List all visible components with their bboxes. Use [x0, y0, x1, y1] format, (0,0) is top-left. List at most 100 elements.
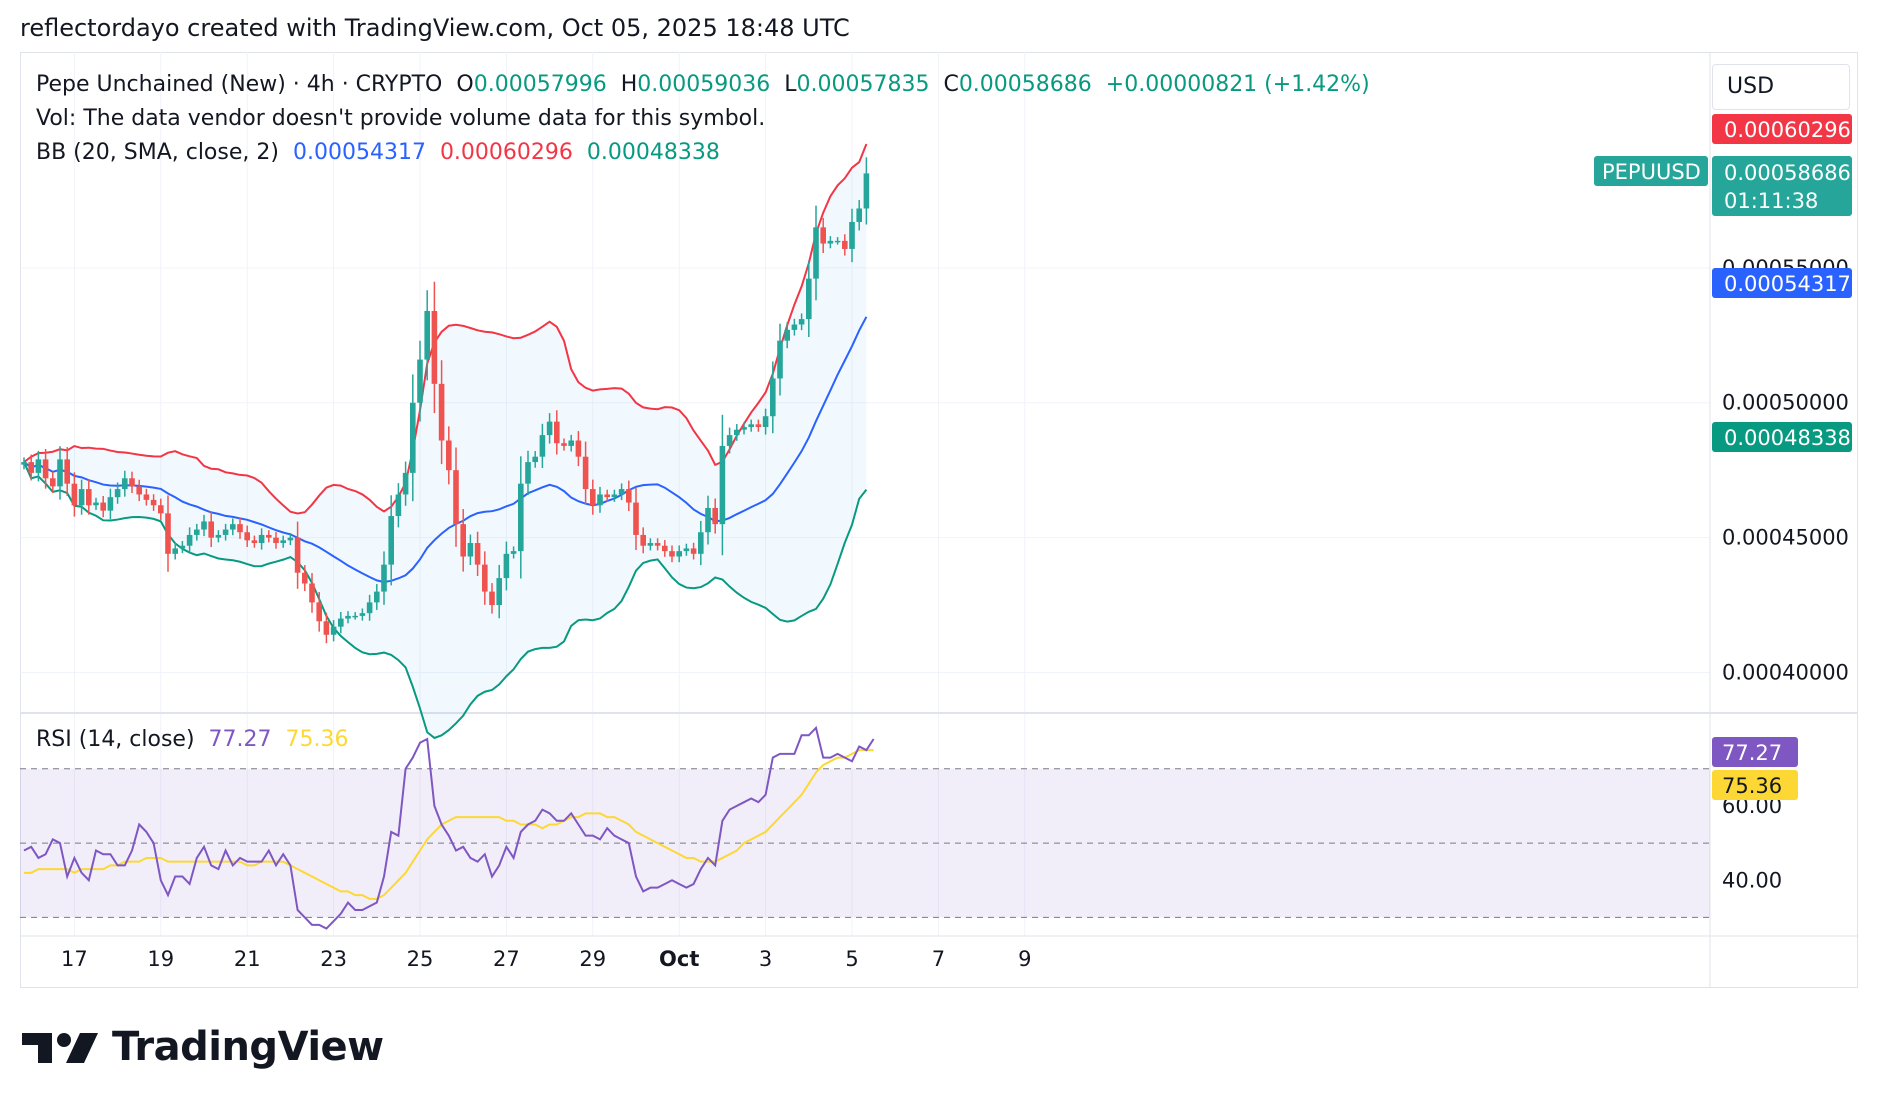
candle-body: [669, 551, 675, 557]
candle-body: [755, 424, 762, 428]
candle-body: [734, 429, 740, 436]
candle-body: [194, 529, 200, 535]
bb-upper-badge-bg: [1712, 114, 1852, 144]
tradingview-logo: TradingView: [22, 1024, 384, 1070]
candle-body: [86, 489, 92, 506]
time-tick-label: 7: [932, 947, 945, 971]
candle-body: [100, 502, 106, 511]
bb-upper-line: [23, 143, 868, 515]
change-value: +0.00000821 (+1.42%): [1105, 72, 1370, 97]
candle-body: [438, 383, 445, 441]
candle-body: [705, 507, 711, 533]
candle-body: [748, 424, 754, 428]
grid-lines: [20, 52, 1858, 988]
candle-body: [546, 421, 553, 436]
candle-body: [35, 459, 42, 473]
low-value: 0.00057835: [796, 72, 930, 97]
candle-body: [842, 240, 848, 249]
candle-body: [57, 459, 63, 487]
candle-body: [107, 497, 114, 511]
time-tick-label: 27: [493, 947, 520, 971]
open-value: 0.00057996: [473, 72, 607, 97]
candle-body: [417, 359, 423, 403]
candle-body: [359, 613, 366, 616]
candle-body: [179, 545, 186, 549]
open-label: O: [456, 72, 474, 97]
candle-body: [122, 478, 128, 490]
price-tick-label: 0.00040000: [1722, 661, 1849, 685]
candle-body: [719, 445, 726, 525]
candle-body: [345, 615, 351, 619]
candle-body: [539, 435, 546, 457]
candle-body: [503, 553, 510, 579]
candle-body: [21, 462, 27, 465]
price-tick-label: 0.00045000: [1722, 526, 1849, 550]
time-tick-label: 19: [147, 947, 174, 971]
chart-frame[interactable]: [20, 52, 1858, 988]
candle-body: [208, 521, 214, 538]
countdown-badge: 01:11:38: [1724, 189, 1818, 213]
candle-body: [251, 540, 258, 544]
candle-body: [143, 494, 150, 500]
tradingview-logo-icon: [22, 1033, 98, 1063]
chart-attribution: reflectordayo created with TradingView.c…: [20, 14, 850, 42]
rsi-line: [23, 725, 875, 930]
last-price-badge: 0.00058686: [1724, 161, 1851, 185]
candle-body: [309, 583, 315, 603]
candle-body: [93, 502, 99, 506]
bb-upper-value: 0.00060296: [439, 140, 573, 165]
time-tick-label: 23: [320, 947, 347, 971]
close-value: 0.00058686: [958, 72, 1092, 97]
candle-body: [453, 470, 459, 525]
candle-body: [222, 529, 229, 535]
bb-upper-badge: 0.00060296: [1724, 118, 1851, 142]
candle-body: [42, 459, 49, 479]
bb-legend[interactable]: BB (20, SMA, close, 2) 0.00054317 0.0006…: [36, 140, 720, 165]
bb-lower-value: 0.00048338: [586, 140, 720, 165]
candle-body: [676, 551, 682, 557]
bb-fill: [24, 143, 867, 738]
symbol-title[interactable]: Pepe Unchained (New) · 4h · CRYPTO: [36, 72, 443, 97]
candle-body: [791, 324, 798, 330]
candle-body: [640, 534, 646, 546]
candle-body: [741, 427, 747, 430]
candle-body: [266, 534, 272, 538]
candle-body: [330, 626, 337, 635]
candle-body: [604, 494, 610, 498]
rsi-badge-bg: [1712, 737, 1798, 767]
candle-body: [186, 534, 193, 546]
candle-body: [323, 621, 330, 635]
candle-body: [863, 173, 870, 209]
candle-body: [150, 499, 157, 506]
candle-body: [561, 443, 567, 446]
candle-body: [388, 516, 394, 565]
candle-body: [273, 537, 279, 544]
time-tick-label: Oct: [659, 947, 699, 971]
candle-body: [381, 564, 387, 592]
candle-body: [28, 462, 34, 473]
candle-body: [698, 532, 704, 554]
candle-body: [806, 278, 812, 320]
candle-body: [582, 456, 589, 490]
candle-body: [568, 440, 574, 446]
time-tick-label: 3: [759, 947, 772, 971]
candle-body: [302, 572, 308, 584]
time-tick-label: 25: [407, 947, 434, 971]
candle-body: [474, 543, 481, 565]
last-price-badge-bg: [1712, 156, 1852, 216]
candlestick-series: [21, 157, 870, 644]
candle-body: [654, 543, 661, 546]
candle-body: [338, 618, 344, 627]
rsi-legend[interactable]: RSI (14, close) 77.27 75.36: [36, 727, 349, 752]
rsi-badge: 77.27: [1722, 741, 1782, 765]
rsi-tick-label: 40.00: [1722, 868, 1782, 892]
candle-body: [525, 462, 531, 484]
candle-body: [762, 416, 769, 428]
candle-body: [611, 494, 618, 498]
currency-button[interactable]: USD: [1712, 64, 1850, 110]
candle-body: [683, 548, 690, 552]
candle-body: [777, 340, 783, 379]
rsi-ma-badge: 75.36: [1722, 774, 1782, 798]
low-label: L: [784, 72, 797, 97]
